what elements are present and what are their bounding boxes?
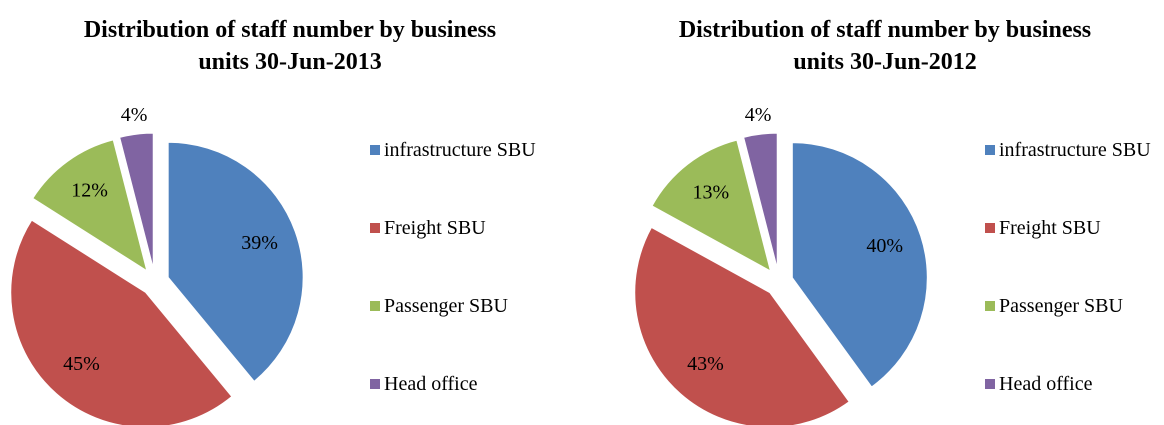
legend-item: infrastructure SBU [370, 135, 539, 165]
pie-slice [743, 132, 778, 269]
legend-swatch [985, 301, 995, 311]
legend-label: Freight SBU [999, 217, 1101, 239]
legend-label: Passenger SBU [384, 295, 508, 317]
legend-label: Freight SBU [384, 217, 486, 239]
legend-item: Freight SBU [985, 213, 1154, 243]
legend-item: Freight SBU [370, 213, 539, 243]
data-label: 12% [71, 180, 108, 202]
pie-slice [10, 219, 233, 425]
legend-item: Head office [370, 369, 539, 399]
legend-swatch [370, 379, 380, 389]
legend-swatch [985, 379, 995, 389]
legend-swatch [370, 223, 380, 233]
data-label: 4% [121, 104, 148, 126]
data-label: 40% [866, 235, 903, 257]
legend-swatch [985, 223, 995, 233]
legend-swatch [370, 301, 380, 311]
legend-label: infrastructure SBU [999, 139, 1151, 161]
legend-label: infrastructure SBU [384, 139, 536, 161]
data-label: 4% [745, 104, 772, 126]
legend-swatch [985, 145, 995, 155]
pie-slice [167, 141, 304, 382]
legend-label: Head office [999, 373, 1093, 395]
legend-item: infrastructure SBU [985, 135, 1154, 165]
pie-slice [791, 142, 928, 388]
data-label: 43% [687, 353, 724, 375]
pie-slice [119, 132, 154, 269]
legend-label: Head office [384, 373, 478, 395]
legend-label: Passenger SBU [999, 295, 1123, 317]
legend-item: Head office [985, 369, 1154, 399]
chart-title: Distribution of staff number by business… [83, 17, 497, 75]
pie-slice [651, 139, 772, 272]
pie-slice [634, 226, 850, 425]
data-label: 13% [693, 182, 730, 204]
legend-swatch [370, 145, 380, 155]
data-label: 45% [63, 353, 100, 375]
legend-item: Passenger SBU [370, 291, 539, 321]
chart-title: Distribution of staff number by business… [678, 17, 1092, 75]
pie-slice [32, 139, 148, 272]
data-label: 39% [241, 232, 278, 254]
legend-item: Passenger SBU [985, 291, 1154, 321]
